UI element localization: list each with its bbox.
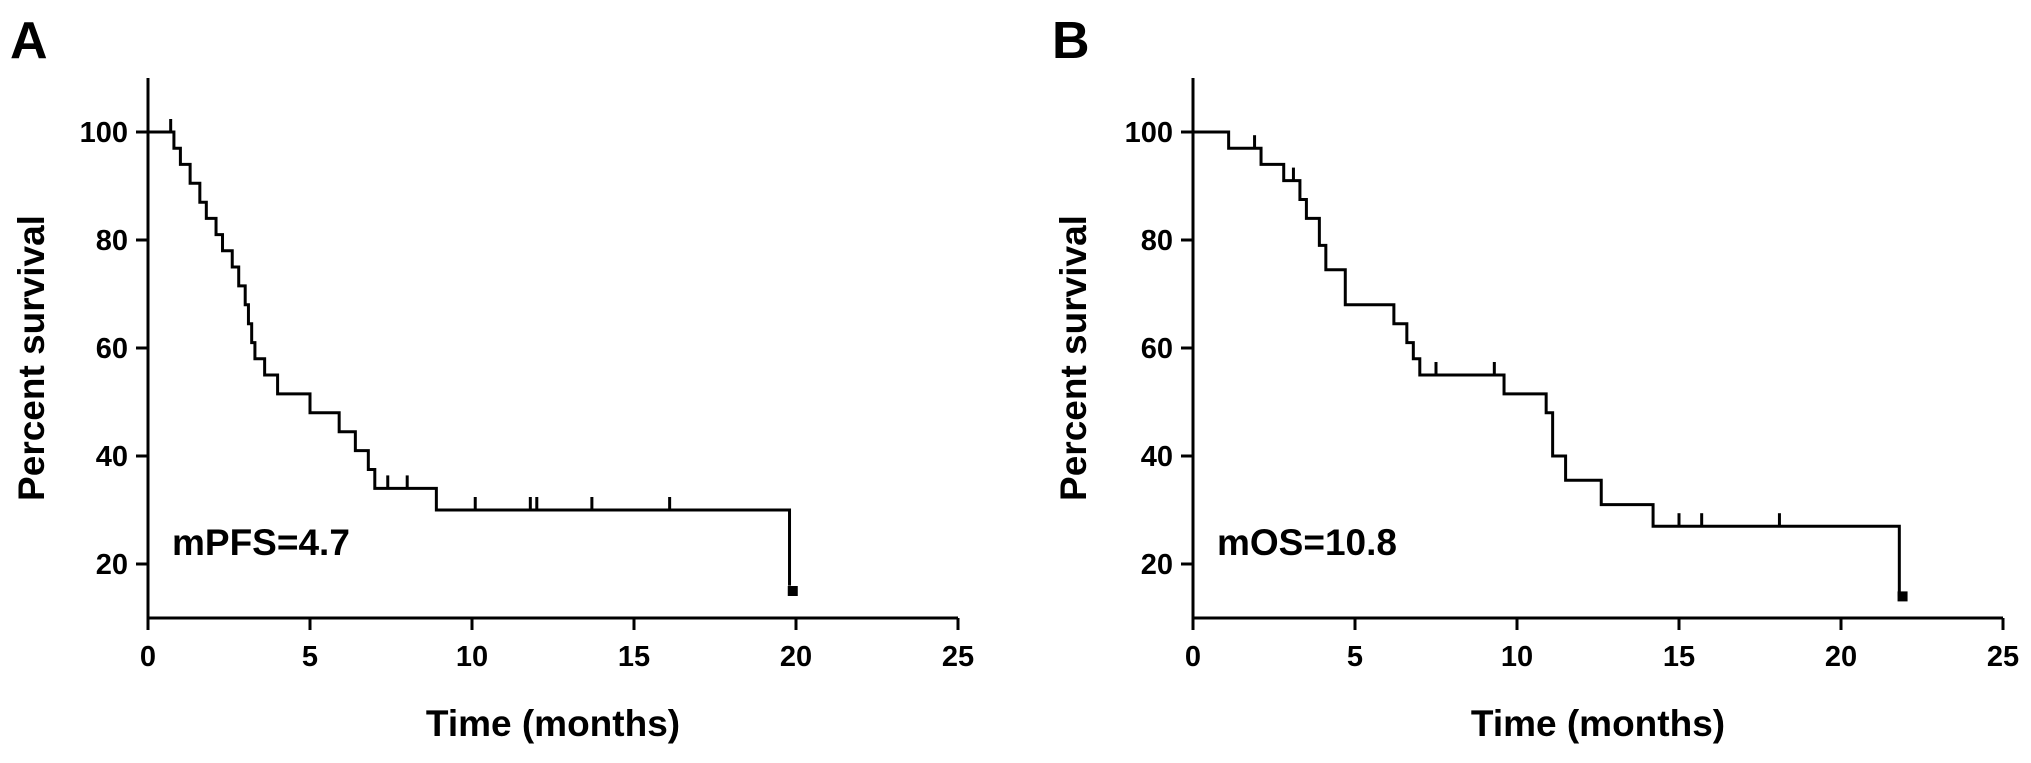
- end-point-marker: [1897, 591, 1908, 602]
- x-tick-label: 25: [942, 641, 974, 673]
- x-tick-label: 20: [780, 641, 812, 673]
- x-tick-label: 5: [302, 641, 318, 673]
- x-tick-label: 0: [1185, 641, 1201, 673]
- panel-letter: B: [1052, 12, 1090, 70]
- y-axis-title: Percent survival: [1053, 215, 1094, 501]
- y-tick-label: 60: [1141, 333, 1173, 365]
- y-tick-label: 20: [1141, 549, 1173, 581]
- median-annotation: mPFS=4.7: [172, 522, 350, 563]
- x-tick-label: 25: [1987, 641, 2019, 673]
- panel-b: B 0 5 10 15 20 25 20 40 60 80 100 Time (months) Perce…: [1052, 12, 2019, 744]
- survival-curve: [148, 130, 792, 586]
- x-tick-label: 5: [1347, 641, 1363, 673]
- x-tick-label: 0: [140, 641, 156, 673]
- panel-a: A 0 5 10 15 20 25 20 40 60 80 100 Time (months) Perce…: [10, 12, 974, 744]
- x-tick-label: 10: [1501, 641, 1533, 673]
- y-tick-label: 40: [1141, 441, 1173, 473]
- y-tick-label: 40: [96, 441, 128, 473]
- median-annotation: mOS=10.8: [1217, 522, 1397, 563]
- x-tick-label: 15: [1663, 641, 1695, 673]
- y-axis-title: Percent survival: [11, 215, 52, 501]
- y-tick-label: 80: [1141, 225, 1173, 257]
- x-tick-label: 20: [1825, 641, 1857, 673]
- x-axis-title: Time (months): [1471, 703, 1725, 744]
- y-tick-label: 60: [96, 333, 128, 365]
- y-tick-label: 20: [96, 549, 128, 581]
- y-tick-label: 100: [1125, 117, 1173, 149]
- y-tick-label: 80: [96, 225, 128, 257]
- x-tick-label: 15: [618, 641, 650, 673]
- panel-letter: A: [10, 12, 48, 70]
- y-tick-label: 100: [80, 117, 128, 149]
- end-point-marker: [787, 586, 798, 596]
- x-tick-label: 10: [456, 641, 488, 673]
- x-axis-title: Time (months): [426, 703, 680, 744]
- survival-curve: [1193, 130, 1901, 597]
